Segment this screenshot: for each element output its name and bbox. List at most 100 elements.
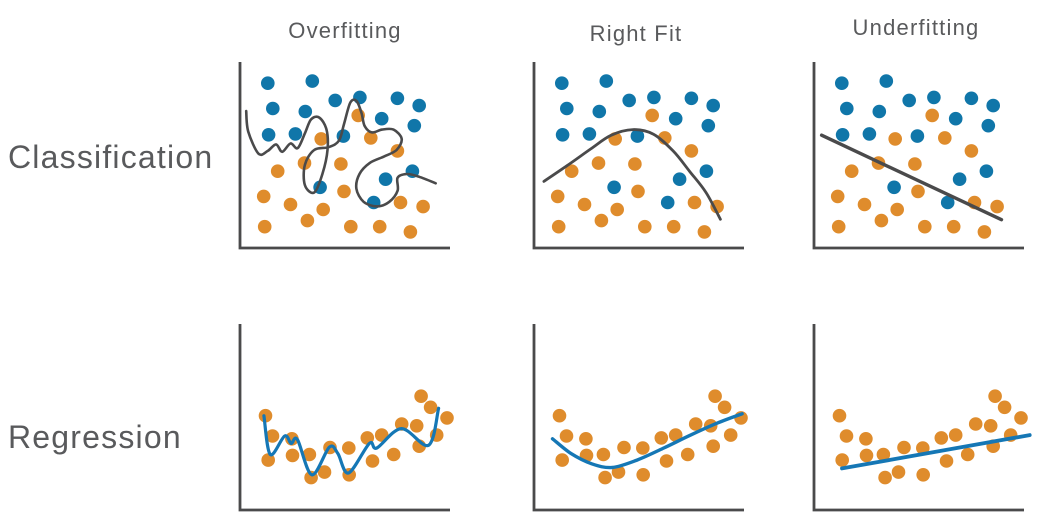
blue-data-point <box>599 74 614 88</box>
orange-data-point <box>839 429 854 443</box>
orange-data-point <box>365 454 380 468</box>
orange-data-point <box>636 468 650 482</box>
orange-data-point <box>645 108 659 123</box>
orange-data-point <box>946 219 961 234</box>
axes <box>532 324 744 512</box>
panel-classification-underfitting <box>812 62 1024 250</box>
column-header-underfitting: Underfitting <box>852 15 980 40</box>
blue-data-point <box>555 128 570 142</box>
blue-data-point <box>266 101 280 116</box>
blue-data-point <box>660 195 675 210</box>
axes <box>532 62 744 250</box>
orange-data-point <box>270 164 285 178</box>
orange-data-point <box>559 429 574 443</box>
orange-data-point <box>344 219 358 234</box>
row-label-regression: Regression <box>8 419 182 455</box>
axes <box>812 324 1024 512</box>
blue-data-point <box>647 90 661 105</box>
orange-data-point <box>874 213 889 228</box>
orange-data-point <box>409 419 424 433</box>
orange-data-point <box>594 213 609 228</box>
blue-data-point <box>374 111 389 126</box>
orange-data-point <box>617 440 631 455</box>
orange-data-point <box>939 454 954 468</box>
orange-data-point <box>723 428 738 442</box>
orange-data-point <box>938 131 952 145</box>
blue-data-point <box>840 101 854 116</box>
blue-data-point <box>887 180 901 195</box>
orange-data-point <box>688 417 703 431</box>
orange-data-point <box>302 447 317 462</box>
orange-data-point <box>916 468 930 482</box>
blue-data-point <box>952 172 967 186</box>
blue-data-point <box>412 98 426 113</box>
blue-data-point <box>835 76 849 90</box>
orange-data-point <box>659 454 674 468</box>
blue-data-point <box>879 74 894 88</box>
orange-data-point <box>579 432 593 446</box>
blue-data-point <box>872 104 887 119</box>
orange-data-point <box>717 400 732 415</box>
orange-data-point <box>317 465 332 479</box>
regression-overfitting-curve <box>262 406 441 477</box>
orange-data-point <box>636 441 650 455</box>
orange-data-point <box>831 219 846 234</box>
orange-data-point <box>948 428 963 442</box>
blue-data-point <box>701 118 716 133</box>
blue-data-point <box>964 91 979 106</box>
orange-data-point <box>706 439 720 453</box>
orange-data-point <box>628 157 642 171</box>
orange-data-point <box>552 408 567 423</box>
orange-data-point <box>977 225 992 239</box>
orange-data-point <box>680 447 695 462</box>
orange-data-point <box>666 219 681 234</box>
orange-data-point <box>835 453 849 467</box>
orange-data-point <box>414 389 428 403</box>
orange-data-point <box>891 465 906 479</box>
orange-data-point <box>983 419 998 433</box>
orange-data-point <box>316 202 330 217</box>
orange-data-point <box>423 400 438 415</box>
classification-right-fit-curve <box>542 128 722 221</box>
orange-data-point <box>911 184 925 199</box>
panel-regression-overfitting <box>238 324 454 512</box>
blue-data-point <box>948 111 963 126</box>
blue-data-point <box>582 127 597 141</box>
orange-data-point <box>687 195 702 210</box>
orange-data-point <box>577 197 592 212</box>
orange-data-point <box>964 144 979 158</box>
orange-data-point <box>393 195 408 210</box>
orange-data-point <box>857 197 872 212</box>
orange-data-point <box>596 447 611 462</box>
orange-data-point <box>403 225 418 239</box>
orange-data-point <box>934 431 949 445</box>
axes <box>238 62 450 250</box>
blue-data-point <box>560 101 574 116</box>
orange-data-point <box>844 164 859 178</box>
orange-data-point <box>697 225 712 239</box>
orange-data-point <box>1014 411 1028 425</box>
orange-data-point <box>314 132 328 146</box>
blue-data-point <box>684 91 699 106</box>
blue-data-point <box>555 76 569 90</box>
orange-data-point <box>555 453 569 467</box>
orange-data-point <box>876 447 891 462</box>
blue-data-point <box>981 118 996 133</box>
blue-data-point <box>986 98 1000 113</box>
orange-data-point <box>342 441 356 455</box>
blue-data-point <box>261 128 276 142</box>
blue-data-point <box>353 90 367 105</box>
axes <box>812 62 1024 250</box>
blue-data-point <box>672 172 687 186</box>
blue-data-point <box>298 104 313 119</box>
blue-data-point <box>668 111 683 126</box>
orange-data-point <box>610 202 624 217</box>
orange-data-point <box>918 219 932 234</box>
blue-data-point <box>305 74 320 88</box>
orange-data-point <box>257 219 272 234</box>
orange-data-point <box>261 453 275 467</box>
regression-right-fit-curve <box>550 412 744 470</box>
orange-data-point <box>394 417 409 431</box>
orange-data-point <box>337 184 351 199</box>
blue-data-point <box>622 93 636 108</box>
